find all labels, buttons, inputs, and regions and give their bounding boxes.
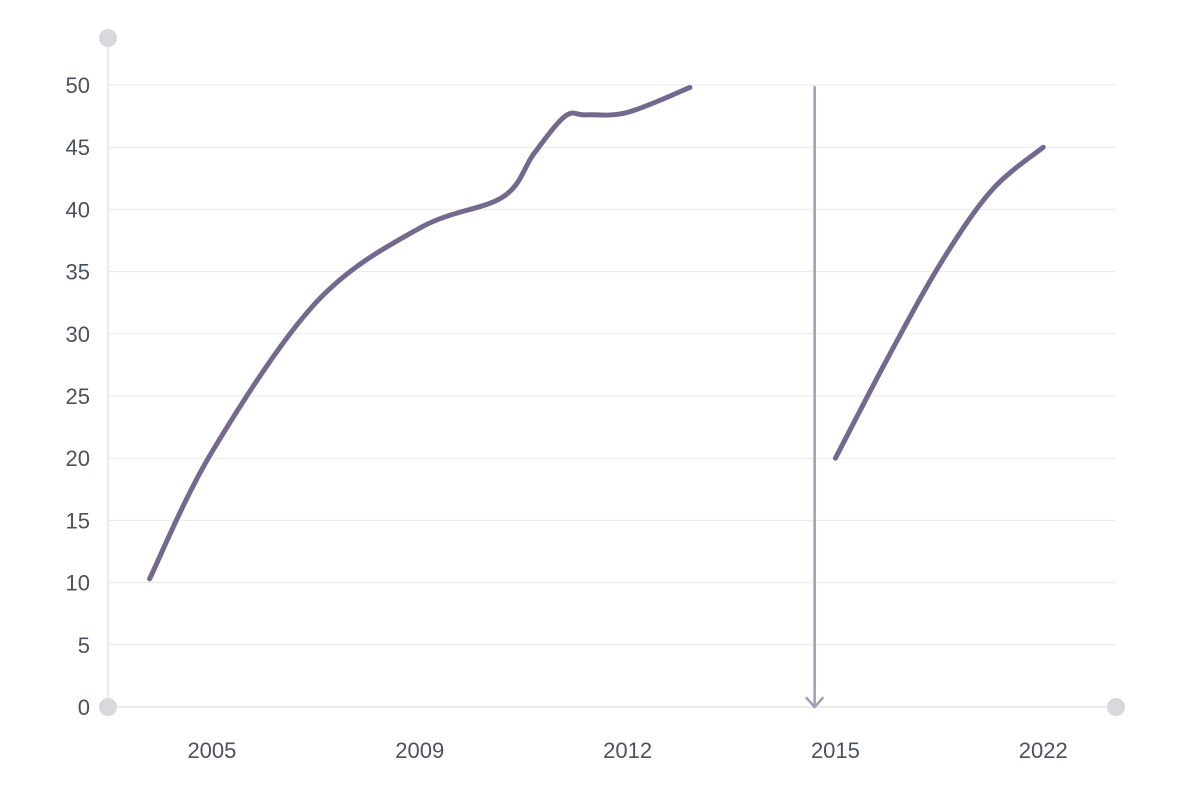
x-tick-label-2012: 2012 xyxy=(603,738,652,763)
series-line-segment-1 xyxy=(147,84,693,582)
y-tick-label-40: 40 xyxy=(66,197,90,222)
y-tick-label-30: 30 xyxy=(66,322,90,347)
x-axis-end-cap xyxy=(1107,698,1125,716)
y-tick-label-5: 5 xyxy=(78,633,90,658)
x-tick-label-2005: 2005 xyxy=(187,738,236,763)
y-tick-label-25: 25 xyxy=(66,384,90,409)
y-tick-label-10: 10 xyxy=(66,571,90,596)
x-tick-label-2022: 2022 xyxy=(1019,738,1068,763)
vertical-arrow-annotation xyxy=(805,85,824,709)
series-line-segment-2 xyxy=(832,144,1046,461)
axes xyxy=(99,29,1125,716)
y-gridlines xyxy=(108,84,1116,646)
y-axis-labels: 0 5 10 15 20 25 30 35 40 45 50 xyxy=(66,73,90,720)
x-axis-labels: 2005 2009 2012 2015 2022 xyxy=(187,738,1067,763)
y-axis-end-cap xyxy=(99,29,117,47)
y-tick-label-45: 45 xyxy=(66,135,90,160)
x-tick-label-2009: 2009 xyxy=(395,738,444,763)
y-tick-label-0: 0 xyxy=(78,695,90,720)
y-tick-label-50: 50 xyxy=(66,73,90,98)
series-0 xyxy=(147,84,1046,582)
x-tick-label-2015: 2015 xyxy=(811,738,860,763)
arrow-head-icon xyxy=(805,696,824,709)
y-tick-label-15: 15 xyxy=(66,508,90,533)
axis-origin-cap xyxy=(99,698,117,716)
y-tick-label-20: 20 xyxy=(66,446,90,471)
y-tick-label-35: 35 xyxy=(66,260,90,285)
